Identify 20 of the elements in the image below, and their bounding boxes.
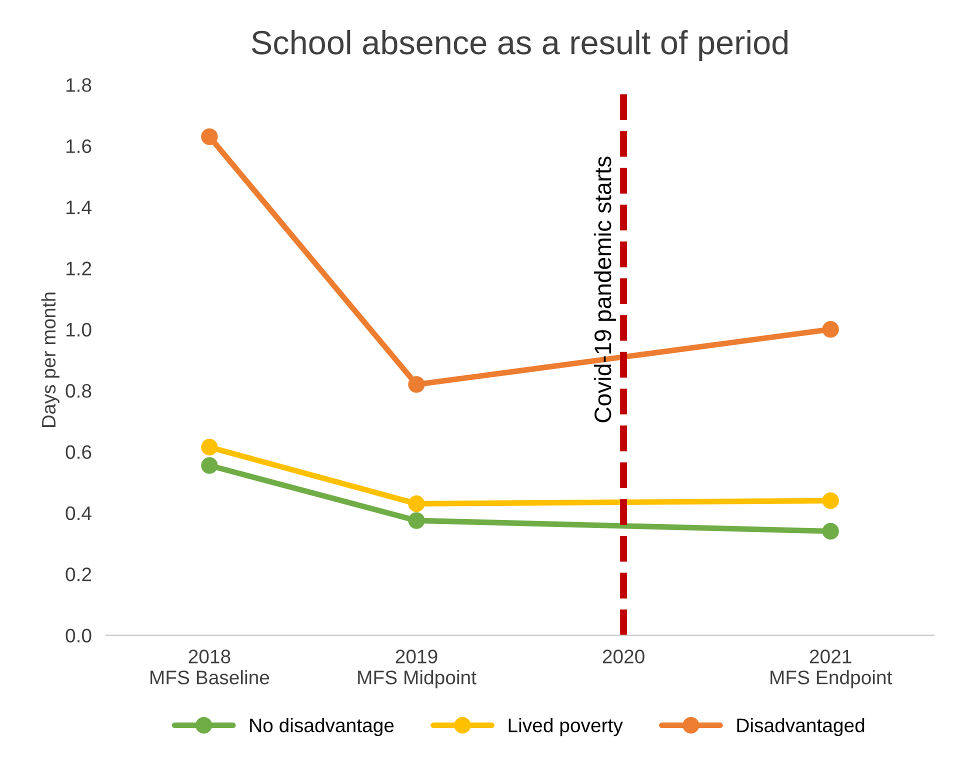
legend-label: No disadvantage <box>250 718 394 736</box>
x-tick-label: 2018 MFS Baseline <box>150 650 270 684</box>
y-tick-label: 0.2 <box>66 568 92 582</box>
x-tick-label: 2020 <box>602 650 644 664</box>
y-tick-label: 1.0 <box>66 322 92 337</box>
x-tick-label: 2019 MFS Midpoint <box>358 650 476 688</box>
y-tick-label: 0.4 <box>66 506 92 520</box>
y-tick-label: 1.6 <box>66 139 92 154</box>
y-tick-label: 0.0 <box>66 628 92 642</box>
y-tick-label: 0.8 <box>66 384 92 398</box>
legend-label: Lived poverty <box>508 718 623 736</box>
x-tick-label: 2021 MFS Endpoint <box>770 650 892 688</box>
y-tick-label: 1.8 <box>66 78 92 92</box>
legend-label: Disadvantaged <box>737 718 864 736</box>
y-axis-title: Days per month <box>41 292 60 427</box>
ref-line-label: Covid-19 pandemic starts <box>594 156 616 422</box>
y-tick-label: 0.6 <box>66 445 92 459</box>
y-tick-label: 1.4 <box>66 200 92 214</box>
y-tick-label: 1.2 <box>66 262 92 276</box>
chart-title: School absence as a result of period <box>252 30 788 62</box>
